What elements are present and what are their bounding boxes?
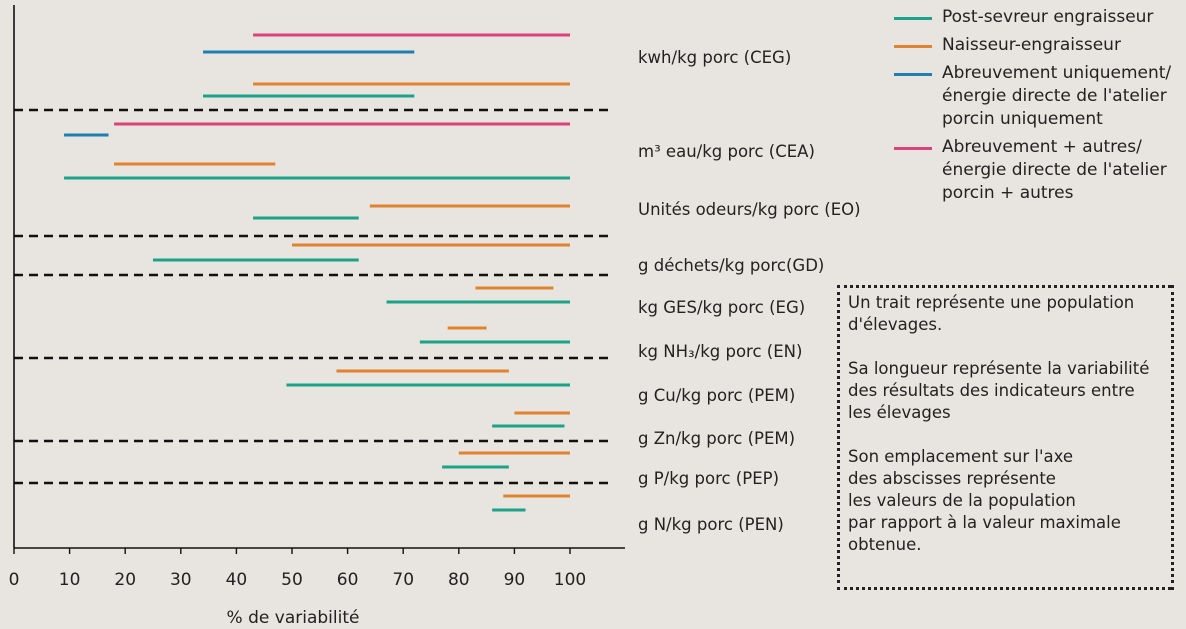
x-tick-label: 20 bbox=[114, 570, 136, 590]
x-tick-label: 70 bbox=[392, 570, 414, 590]
category-label: g Cu/kg porc (PEM) bbox=[638, 386, 795, 405]
legend-item: Post-sevreur engraisseur bbox=[894, 6, 1184, 29]
axes bbox=[13, 5, 625, 554]
x-tick-label: 100 bbox=[554, 570, 586, 590]
category-label: m³ eau/kg porc (CEA) bbox=[638, 142, 815, 161]
x-tick-label: 80 bbox=[448, 570, 470, 590]
legend-swatch bbox=[894, 147, 932, 150]
category-labels: kwh/kg porc (CEG) m³ eau/kg porc (CEA) Uni… bbox=[638, 48, 861, 534]
x-tick-label: 50 bbox=[281, 570, 303, 590]
group-separators bbox=[14, 108, 612, 485]
legend-item: Abreuvement + autres/ énergie directe de… bbox=[894, 136, 1184, 205]
legend-item: Naisseur-engraisseur bbox=[894, 34, 1184, 57]
category-label: g N/kg porc (PEN) bbox=[638, 515, 784, 534]
x-tick-labels: 0 10 20 30 40 50 60 70 80 90 100 bbox=[9, 570, 587, 590]
category-label: Unités odeurs/kg porc (EO) bbox=[638, 200, 861, 219]
x-tick-label: 30 bbox=[170, 570, 192, 590]
x-tick-label: 60 bbox=[337, 570, 359, 590]
range-segments bbox=[64, 33, 570, 512]
legend-label: Naisseur-engraisseur bbox=[942, 35, 1121, 55]
x-axis-label: % de variabilité bbox=[227, 608, 360, 628]
category-label: g déchets/kg porc(GD) bbox=[638, 256, 824, 275]
explanation-note: Un trait représente une population d'éle… bbox=[837, 285, 1174, 590]
category-label: g P/kg porc (PEP) bbox=[638, 469, 779, 488]
note-paragraph: Sa longueur représente la variabilité de… bbox=[848, 359, 1150, 422]
note-paragraph: Son emplacement sur l'axe des abscisses … bbox=[848, 447, 1121, 554]
legend-swatch bbox=[894, 45, 932, 48]
legend: Post-sevreur engraisseur Naisseur-engrai… bbox=[894, 6, 1184, 210]
x-tick-label: 40 bbox=[226, 570, 248, 590]
legend-label: Post-sevreur engraisseur bbox=[942, 7, 1154, 27]
legend-label: Abreuvement + autres/ énergie directe de… bbox=[942, 137, 1167, 203]
x-tick-label: 0 bbox=[9, 570, 20, 590]
category-label: g Zn/kg porc (PEM) bbox=[638, 429, 795, 448]
category-label: kg GES/kg porc (EG) bbox=[638, 298, 805, 317]
category-label: kwh/kg porc (CEG) bbox=[638, 48, 791, 67]
x-tick-label: 90 bbox=[504, 570, 526, 590]
legend-swatch bbox=[894, 73, 932, 76]
legend-item: Abreuvement uniquement/ énergie directe … bbox=[894, 62, 1184, 131]
category-label: kg NH₃/kg porc (EN) bbox=[638, 342, 802, 361]
legend-label: Abreuvement uniquement/ énergie directe … bbox=[942, 63, 1172, 129]
note-paragraph: Un trait représente une population d'éle… bbox=[848, 293, 1135, 334]
x-tick-label: 10 bbox=[59, 570, 81, 590]
legend-swatch bbox=[894, 17, 932, 20]
